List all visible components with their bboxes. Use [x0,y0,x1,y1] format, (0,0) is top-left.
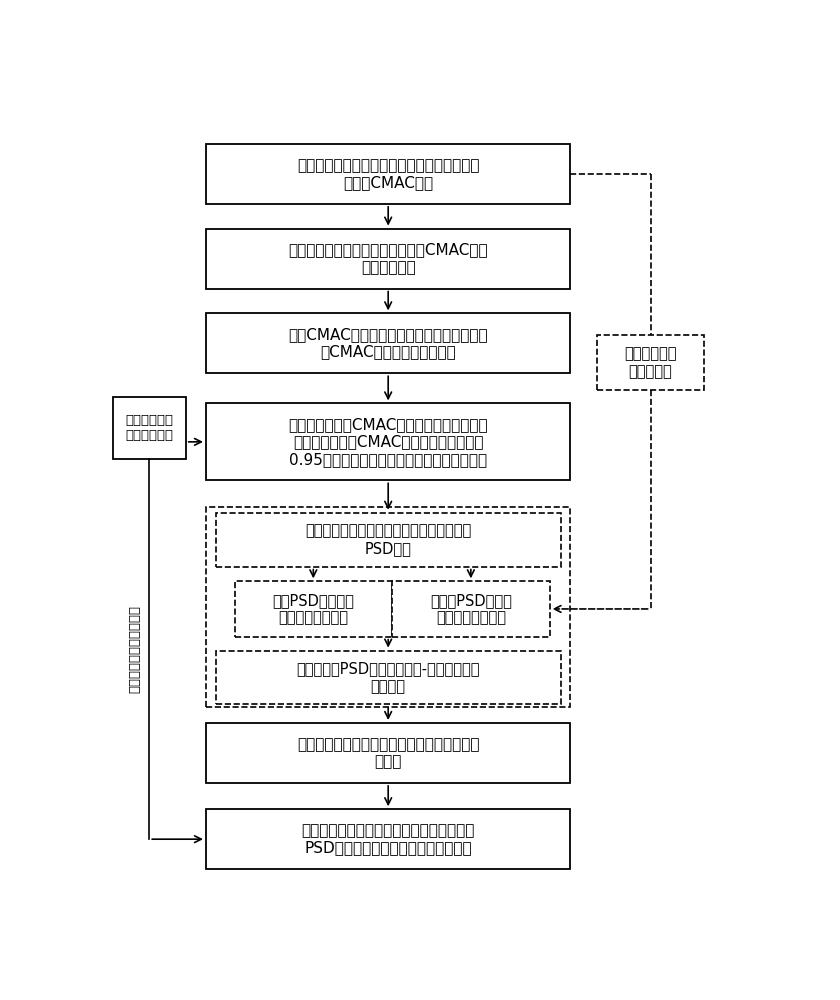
Text: 有限元模型理
论模态参数: 有限元模型理 论模态参数 [624,346,677,379]
Text: 分析PSD数据统计
特征，标准化处理: 分析PSD数据统计 特征，标准化处理 [272,593,354,625]
Bar [206,229,570,289]
Text: 将待分析结构的CMAC矩阵输入训练好的神经
网络，输出重构CMAC矩阵，提取其中大于
0.95元素的坐标，建立初始模态频谱响应区间: 将待分析结构的CMAC矩阵输入训练好的神经 网络，输出重构CMAC矩阵，提取其中… [288,417,488,467]
Text: 建立CMAC矩阵模态频谱响应提取神经网络，
以CMAC数据集开展网络训练: 建立CMAC矩阵模态频谱响应提取神经网络， 以CMAC数据集开展网络训练 [288,327,488,360]
Bar [597,335,704,390]
Bar [392,581,549,637]
Bar [206,723,570,783]
Bar [206,507,570,707]
Bar [234,581,392,637]
Text: 结构模态参数
长期自动更新: 结构模态参数 长期自动更新 [125,414,173,442]
Text: 子区间PSD数据参
数识别、误差分析: 子区间PSD数据参 数识别、误差分析 [430,593,512,625]
Bar [113,397,186,459]
Text: 提取模态信息最大化频谱响应区间范围内的
PSD数据，开展桥梁结构模态参数识别: 提取模态信息最大化频谱响应区间范围内的 PSD数据，开展桥梁结构模态参数识别 [302,823,475,855]
Text: 整理训练网络数据集，并对无噪声CMAC矩阵
进行人工增强: 整理训练网络数据集，并对无噪声CMAC矩阵 进行人工增强 [288,242,488,275]
Text: 建立标准化PSD数据统计特征-模态信息强度
代理模型: 建立标准化PSD数据统计特征-模态信息强度 代理模型 [297,661,480,694]
Text: 对不同时间数据运行处理: 对不同时间数据运行处理 [129,605,141,693]
Bar [206,809,570,869]
Text: 抽样建立模态频谱响应子区间，提取子区间
PSD数据: 抽样建立模态频谱响应子区间，提取子区间 PSD数据 [305,523,471,556]
Bar [216,651,561,704]
Bar [206,144,570,204]
Bar [216,513,561,567]
Bar [206,403,570,480]
Text: 代理模型参数优化确定模态信息最大化频谱响
应区间: 代理模型参数优化确定模态信息最大化频谱响 应区间 [297,737,480,769]
Bar [206,313,570,373]
Text: 建立桥梁结构有限元模型，分别生成有噪声和
无噪声CMAC矩阵: 建立桥梁结构有限元模型，分别生成有噪声和 无噪声CMAC矩阵 [297,158,480,190]
